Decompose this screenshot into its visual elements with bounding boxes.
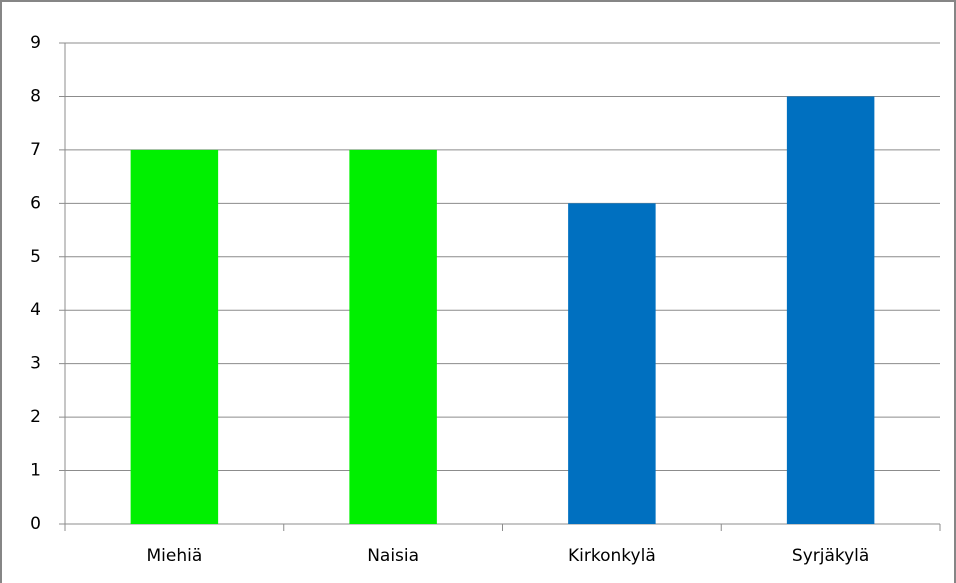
- bar: [568, 203, 656, 525]
- y-tick-label: 8: [30, 86, 41, 106]
- y-tick-label: 5: [30, 247, 41, 267]
- x-tick-label: Kirkonkylä: [568, 546, 656, 566]
- y-tick-label: 2: [30, 407, 41, 427]
- y-tick-label: 9: [30, 33, 41, 53]
- y-tick-label: 0: [30, 514, 41, 534]
- x-tick-label: Syrjäkylä: [792, 546, 869, 566]
- x-tick-label: Naisia: [367, 546, 419, 566]
- x-tick-label: Miehiä: [146, 546, 202, 566]
- y-tick-label: 3: [30, 354, 41, 374]
- bar: [130, 149, 219, 524]
- y-tick-label: 4: [30, 300, 41, 320]
- y-tick-label: 7: [30, 140, 41, 160]
- bar: [349, 149, 437, 524]
- y-tick-label: 1: [30, 461, 41, 481]
- y-tick-label: 6: [30, 193, 41, 213]
- bar: [786, 96, 875, 524]
